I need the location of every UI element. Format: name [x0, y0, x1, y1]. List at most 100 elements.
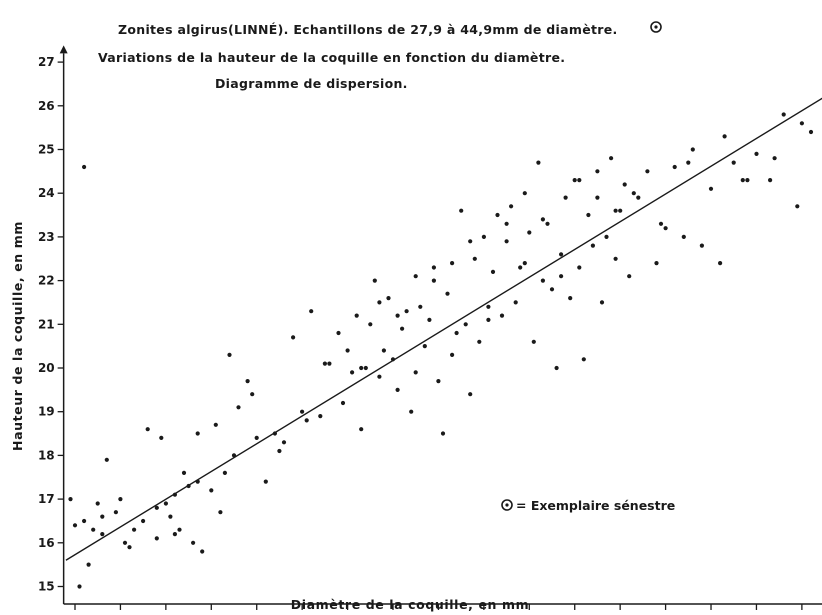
data-points: [68, 112, 814, 589]
data-point: [418, 304, 423, 309]
data-point: [604, 234, 609, 239]
data-point: [177, 527, 182, 532]
data-point: [595, 169, 600, 174]
x-tick-label: 35: [385, 613, 402, 615]
data-point: [609, 156, 614, 161]
data-point: [250, 392, 255, 397]
data-point: [595, 195, 600, 200]
data-point: [477, 339, 482, 344]
data-point: [599, 300, 605, 305]
x-tick-label: 28: [67, 613, 84, 615]
data-point: [613, 208, 618, 213]
data-point: [718, 261, 723, 266]
regression-line-group: [65, 97, 822, 561]
data-point: [141, 518, 146, 524]
data-point: [100, 532, 105, 537]
title-line-1: Zonites algirus(LINNÉ). Echantillons de …: [118, 22, 618, 37]
data-point: [368, 322, 373, 327]
data-point: [372, 278, 377, 283]
data-point: [222, 470, 227, 475]
y-tick-label: 19: [38, 405, 55, 419]
data-point: [309, 309, 314, 314]
data-point: [181, 470, 187, 475]
data-point: [122, 540, 128, 545]
data-point: [463, 322, 468, 327]
data-point: [72, 523, 78, 528]
data-point: [104, 457, 109, 462]
title-line-2: Variations de la hauteur de la coquille …: [98, 50, 565, 65]
data-point: [82, 518, 87, 524]
data-point: [145, 427, 150, 432]
data-point: [781, 112, 786, 117]
data-point: [581, 357, 586, 362]
axes: 28 29 30 31 32 33 34 35 36 37 38 39 40 41 42 43 44 15 16 17…: [38, 45, 822, 615]
data-point: [768, 178, 773, 183]
data-point: [154, 536, 159, 541]
data-point: [568, 296, 573, 301]
data-point: [527, 230, 532, 235]
data-point: [350, 370, 355, 375]
data-point: [540, 217, 546, 222]
sinistral-marker: [650, 21, 662, 33]
data-point: [754, 151, 759, 156]
data-point: [486, 304, 491, 309]
data-point: [132, 527, 137, 532]
legend-label: = Exemplaire sénestre: [516, 498, 675, 513]
data-point: [472, 256, 477, 261]
data-point: [522, 191, 527, 196]
y-tick-label: 15: [38, 580, 55, 594]
data-point: [586, 212, 591, 218]
y-tick-label: 22: [38, 274, 55, 288]
data-point: [631, 191, 636, 196]
data-point: [468, 239, 473, 244]
x-tick-label: 38: [521, 613, 538, 615]
data-point: [168, 514, 173, 519]
data-point: [536, 160, 541, 165]
data-point: [82, 164, 87, 170]
data-point: [277, 448, 282, 454]
data-point: [340, 400, 346, 406]
sinistral-marker-ring: [650, 21, 662, 33]
data-point: [518, 265, 523, 270]
x-tick-label: 39: [566, 613, 583, 615]
data-point: [291, 335, 296, 340]
data-point: [658, 221, 664, 226]
data-point: [490, 269, 496, 274]
data-point: [690, 147, 695, 152]
data-point: [504, 221, 509, 226]
data-point: [645, 169, 650, 174]
data-point: [808, 129, 814, 135]
data-point: [450, 261, 455, 266]
x-axis-label: Diamètre de la coquille, en mm: [291, 597, 529, 612]
x-tick-label: 40: [612, 613, 629, 615]
data-point: [327, 361, 332, 366]
y-tick-label: 23: [38, 230, 55, 244]
x-tick-label: 36: [430, 613, 447, 615]
data-point: [377, 300, 382, 305]
data-point: [499, 313, 505, 318]
data-point: [318, 414, 323, 419]
legend: = Exemplaire sénestre: [501, 498, 675, 513]
data-point: [218, 510, 223, 515]
data-point: [404, 309, 409, 314]
data-point: [481, 234, 486, 239]
data-point: [731, 160, 736, 165]
data-point: [563, 195, 568, 200]
data-point: [559, 252, 564, 257]
data-point: [590, 243, 596, 248]
data-point: [336, 330, 341, 336]
y-tick-label: 26: [38, 99, 55, 113]
data-point: [672, 164, 677, 170]
data-point: [427, 317, 432, 322]
x-tick-label: 30: [158, 613, 175, 615]
y-tick-label: 25: [38, 143, 55, 157]
data-point: [545, 221, 550, 226]
data-point: [549, 287, 555, 292]
chart-title: Zonites algirus(LINNÉ). Echantillons de …: [98, 22, 618, 91]
data-point: [236, 405, 241, 410]
data-point: [772, 156, 777, 161]
data-point: [504, 239, 509, 244]
data-point: [559, 274, 564, 279]
x-tick-label: 32: [248, 613, 265, 615]
data-point: [636, 195, 641, 200]
